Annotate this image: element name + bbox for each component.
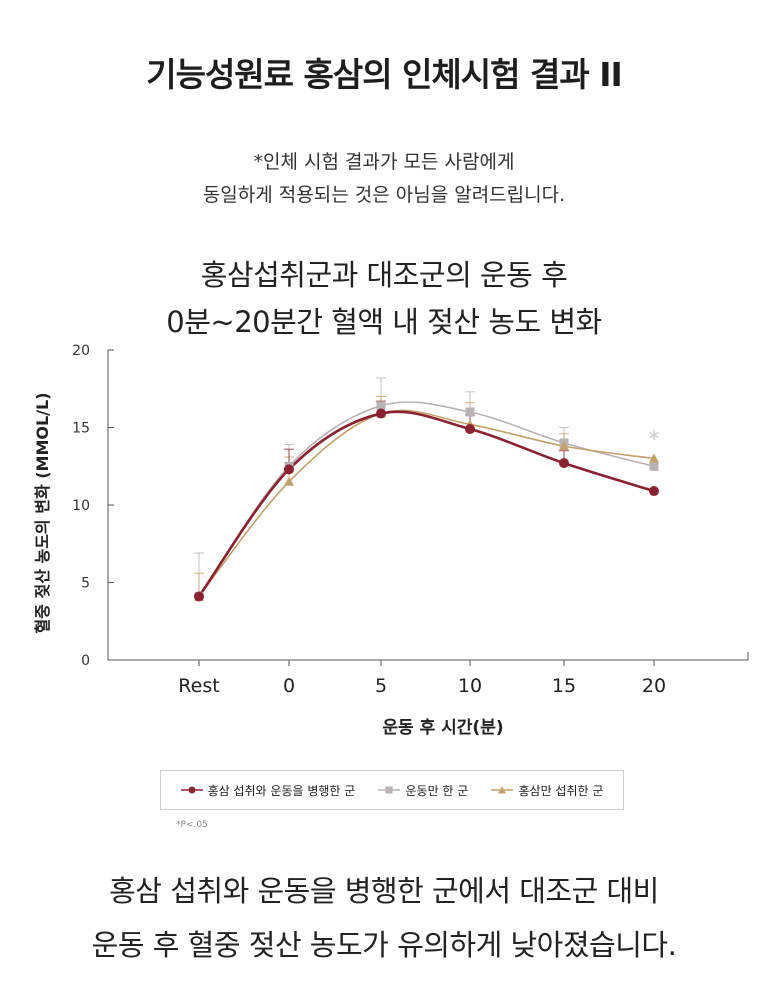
y-tick-label: 5	[81, 576, 90, 592]
disclaimer-line-1: *인체 시험 결과가 모든 사람에게	[253, 151, 515, 173]
legend-marker-circle-icon	[180, 786, 203, 794]
x-tick-label: 0	[283, 675, 295, 697]
x-tick-label: Rest	[178, 675, 219, 697]
legend-label-exercise: 운동만 한 군	[405, 783, 469, 798]
x-axis-title: 운동 후 시간(분)	[382, 717, 503, 738]
series-line-combined	[197, 410, 655, 598]
x-tick-label: 20	[642, 675, 666, 697]
legend-marker-triangle-icon	[491, 786, 514, 794]
point-exercise	[465, 407, 475, 417]
point-combined	[465, 424, 475, 435]
point-combined	[559, 458, 569, 469]
point-combined	[284, 464, 294, 475]
series-line-exercise	[198, 401, 655, 597]
x-tick-label: 15	[552, 675, 576, 697]
y-tick-label: 20	[72, 343, 90, 359]
point-ginseng	[649, 453, 659, 463]
chart-heading: 홍삼섭취군과 대조군의 운동 후 0분~20분간 혈액 내 젖산 농도 변화	[0, 252, 768, 346]
series-line-ginseng	[198, 409, 655, 597]
significance-asterisk: *	[649, 428, 660, 453]
disclaimer-line-2: 동일하게 적용되는 것은 아님을 알려드립니다.	[202, 184, 566, 206]
x-tick-label: 10	[458, 675, 482, 697]
point-exercise	[376, 401, 386, 411]
page-title: 기능성원료 홍삼의 인체시험 결과 II	[146, 55, 623, 94]
point-ginseng	[559, 441, 569, 451]
conclusion: 홍삼 섭취와 운동을 병행한 군에서 대조군 대비 운동 후 혈중 젖산 농도가…	[0, 864, 768, 972]
chart-heading-line-1: 홍삼섭취군과 대조군의 운동 후	[200, 258, 568, 292]
chart-legend: 홍삼 섭취와 운동을 병행한 군 운동만 한 군 홍삼만 섭취한 군	[160, 770, 624, 810]
point-exercise	[649, 461, 659, 471]
y-tick-label: 10	[72, 498, 90, 514]
point-ginseng	[284, 476, 294, 486]
legend-item-exercise: 운동만 한 군	[378, 782, 468, 799]
legend-marker-square-icon	[378, 786, 401, 794]
point-combined	[376, 408, 386, 419]
point-combined	[649, 486, 659, 497]
chart-heading-line-2: 0분~20분간 혈액 내 젖산 농도 변화	[166, 305, 602, 339]
y-tick-label: 15	[72, 421, 90, 437]
x-tick-label: 5	[375, 675, 387, 697]
significance-footnote: *P<.05	[176, 820, 208, 830]
legend-label-combined: 홍삼 섭취와 운동을 병행한 군	[207, 783, 356, 798]
legend-item-ginseng: 홍삼만 섭취한 군	[491, 782, 603, 799]
disclaimer: *인체 시험 결과가 모든 사람에게 동일하게 적용되는 것은 아님을 알려드립…	[0, 146, 768, 212]
conclusion-line-2: 운동 후 혈중 젖산 농도가 유의하게 낮아졌습니다.	[91, 928, 677, 962]
legend-item-combined: 홍삼 섭취와 운동을 병행한 군	[180, 782, 356, 799]
y-axis-title: 혈중 젖산 농도의 변화 (MMOL/L)	[33, 392, 52, 633]
conclusion-line-1: 홍삼 섭취와 운동을 병행한 군에서 대조군 대비	[109, 874, 659, 908]
legend-label-ginseng: 홍삼만 섭취한 군	[518, 783, 604, 798]
point-combined	[194, 591, 204, 602]
y-tick-label: 0	[81, 653, 90, 669]
lactate-line-chart: 0 5 10 15 20 Rest 0 5 10 15 20 운동 후 시간(분) 혈중 젖산 농도의 …	[33, 343, 749, 738]
